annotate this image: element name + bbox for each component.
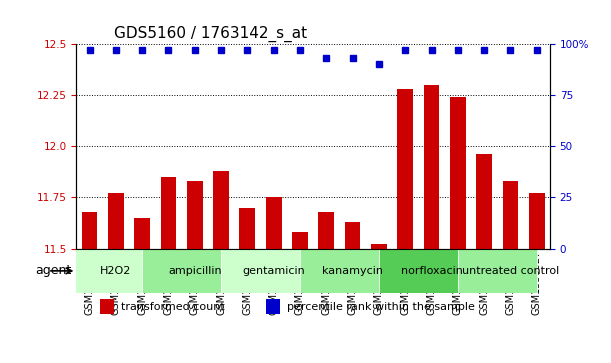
FancyBboxPatch shape [63, 249, 142, 293]
Text: H2O2: H2O2 [100, 266, 131, 276]
Bar [397, 89, 413, 249]
FancyBboxPatch shape [458, 249, 536, 293]
Bar [345, 222, 360, 249]
Bar [529, 193, 544, 249]
Bar [423, 85, 439, 249]
Bar [187, 181, 203, 249]
Bar [502, 181, 518, 249]
Bar [450, 97, 466, 249]
Bar [108, 193, 123, 249]
Text: norfloxacin: norfloxacin [401, 266, 463, 276]
FancyBboxPatch shape [142, 249, 221, 293]
FancyBboxPatch shape [379, 249, 458, 293]
Bar [292, 232, 308, 249]
Text: ampicillin: ampicillin [168, 266, 222, 276]
Bar [213, 171, 229, 249]
Bar [371, 244, 387, 249]
Text: kanamycin: kanamycin [322, 266, 383, 276]
Bar [100, 299, 114, 314]
Bar [82, 212, 97, 249]
Text: agent: agent [35, 264, 71, 277]
Bar [240, 208, 255, 249]
Text: GDS5160 / 1763142_s_at: GDS5160 / 1763142_s_at [114, 26, 307, 42]
Bar [266, 299, 280, 314]
FancyBboxPatch shape [221, 249, 300, 293]
FancyBboxPatch shape [300, 249, 379, 293]
Text: transformed count: transformed count [122, 302, 225, 312]
Bar [318, 212, 334, 249]
Bar [134, 218, 150, 249]
Bar [161, 177, 177, 249]
Bar [476, 154, 492, 249]
Text: percentile rank within the sample: percentile rank within the sample [287, 302, 475, 312]
Text: gentamicin: gentamicin [243, 266, 305, 276]
Text: untreated control: untreated control [462, 266, 559, 276]
Bar [266, 197, 282, 249]
